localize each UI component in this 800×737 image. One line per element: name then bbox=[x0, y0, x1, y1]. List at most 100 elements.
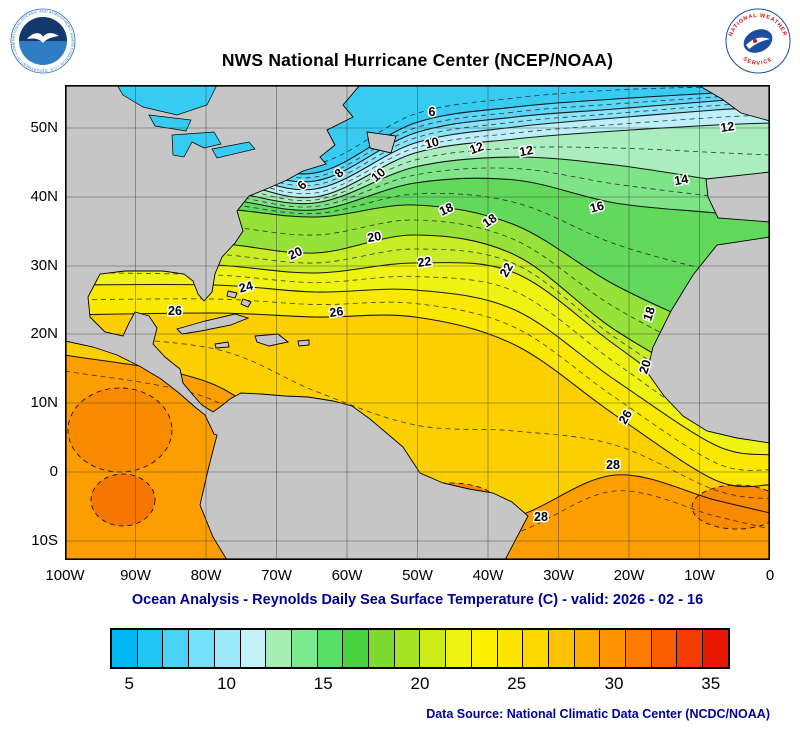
inland-water-layer bbox=[116, 85, 256, 159]
lon-label: 20W bbox=[613, 567, 645, 584]
colorbar-cell bbox=[650, 630, 677, 667]
lat-label: 30N bbox=[30, 257, 58, 274]
lat-label: 10N bbox=[30, 394, 58, 411]
lon-label: 40W bbox=[472, 567, 504, 584]
colorbar-cell bbox=[470, 630, 497, 667]
colorbar-cell bbox=[702, 630, 728, 667]
nws-dot bbox=[753, 39, 757, 43]
land-layer bbox=[65, 85, 770, 560]
puerto-rico-island bbox=[297, 339, 310, 347]
colorbar-labels: 5 10 15 20 25 30 35 bbox=[110, 674, 730, 696]
lon-label: 80W bbox=[190, 567, 222, 584]
colorbar-cell bbox=[112, 630, 137, 667]
colorbar-cell bbox=[239, 630, 266, 667]
colorbar-cell bbox=[316, 630, 343, 667]
colorbar-tick-label: 5 bbox=[124, 674, 134, 693]
noaa-logo: NATIONAL OCEANIC AND ATMOSPHERIC ADMINIS… bbox=[9, 5, 76, 74]
lon-label: 70W bbox=[261, 567, 292, 584]
lat-label: 20N bbox=[30, 325, 58, 342]
hudson-bay bbox=[116, 85, 218, 116]
contour-label: 12 bbox=[518, 143, 534, 159]
lakes-michigan-huron bbox=[171, 131, 222, 158]
colorbar-cell bbox=[342, 630, 369, 667]
colorbar-tick-label: 25 bbox=[507, 674, 527, 693]
cuba-island bbox=[176, 313, 250, 335]
contour-label: 28 bbox=[534, 510, 548, 524]
warm-patch bbox=[67, 387, 173, 473]
latlon-grid bbox=[65, 85, 770, 560]
contour-label: 10 bbox=[423, 135, 440, 152]
contour-label: 26 bbox=[329, 304, 345, 320]
europe-landmass bbox=[697, 85, 770, 122]
noaa-seagull-icon bbox=[27, 33, 59, 43]
bahamas-island bbox=[240, 298, 252, 308]
colorbar-cell bbox=[445, 630, 471, 667]
contour-label: 6 bbox=[429, 105, 436, 119]
colorbar-cell bbox=[368, 630, 394, 667]
colorbar-cell bbox=[599, 630, 626, 667]
lake-superior bbox=[148, 114, 192, 132]
sst-map: 6 12 12 12 6 8 10 10 14 16 18 18 20 20 22 22 24 26 26 18 20 2… bbox=[65, 85, 770, 560]
colorbar-cell bbox=[136, 630, 163, 667]
temperature-colorbar: 5 10 15 20 25 30 35 bbox=[110, 628, 730, 696]
lon-label: 30W bbox=[543, 567, 574, 584]
colorbar-cells bbox=[110, 628, 730, 669]
colorbar-cell bbox=[188, 630, 214, 667]
colorbar-cell bbox=[547, 630, 574, 667]
contour-label: 14 bbox=[673, 172, 689, 188]
contour-label: 12 bbox=[468, 139, 486, 157]
lon-label: 0 bbox=[765, 567, 775, 584]
lat-label: 50N bbox=[30, 119, 58, 136]
colorbar-tick-label: 35 bbox=[701, 674, 721, 693]
colorbar-cell bbox=[419, 630, 446, 667]
nws-swoosh bbox=[746, 37, 770, 49]
colorbar-cell bbox=[162, 630, 189, 667]
nws-logo: NATIONAL WEATHER SERVICE bbox=[725, 8, 791, 74]
map-caption: Ocean Analysis - Reynolds Daily Sea Surf… bbox=[131, 592, 704, 608]
colorbar-tick-label: 20 bbox=[410, 674, 430, 693]
lakes-erie-ontario bbox=[211, 141, 256, 159]
nws-logo-graphic: NATIONAL WEATHER SERVICE bbox=[725, 8, 791, 74]
colorbar-tick-label: 30 bbox=[604, 674, 624, 693]
warm-patch bbox=[691, 484, 770, 530]
contour-label: 24 bbox=[237, 279, 254, 296]
colorbar-cell bbox=[265, 630, 291, 667]
colorbar-cell bbox=[213, 630, 240, 667]
contour-label: 22 bbox=[417, 254, 433, 270]
noaa-logo-graphic: NATIONAL OCEANIC AND ATMOSPHERIC ADMINIS… bbox=[9, 5, 76, 74]
colorbar-cell bbox=[522, 630, 548, 667]
jamaica-island bbox=[214, 341, 230, 349]
nws-ring-text-bottom: SERVICE bbox=[742, 56, 774, 67]
lon-label: 50W bbox=[402, 567, 433, 584]
colorbar-cell bbox=[290, 630, 317, 667]
lat-label: 40N bbox=[30, 188, 58, 205]
bahamas-island bbox=[226, 290, 238, 299]
africa-landmass bbox=[646, 236, 770, 444]
colorbar-cell bbox=[676, 630, 703, 667]
lat-label: 0 bbox=[49, 463, 58, 480]
newfoundland-island bbox=[366, 131, 397, 154]
lon-label: 60W bbox=[331, 567, 363, 584]
contour-label: 20 bbox=[366, 229, 382, 245]
lat-label: 10S bbox=[31, 532, 58, 549]
contour-label: 18 bbox=[640, 305, 658, 323]
contour-label: 26 bbox=[168, 304, 182, 318]
map-border bbox=[65, 85, 770, 560]
contour-label: 20 bbox=[636, 358, 654, 376]
page-title: NWS National Hurricane Center (NCEP/NOAA… bbox=[221, 50, 614, 70]
contour-label: 28 bbox=[606, 458, 620, 472]
lon-label: 100W bbox=[45, 567, 85, 584]
data-source-note: Data Source: National Climatic Data Cent… bbox=[426, 707, 770, 721]
lon-label: 10W bbox=[684, 567, 715, 584]
colorbar-tick-label: 15 bbox=[313, 674, 333, 693]
colorbar-cell bbox=[393, 630, 420, 667]
colorbar-cell bbox=[573, 630, 600, 667]
contour-label: 16 bbox=[588, 199, 605, 216]
lon-label: 90W bbox=[120, 567, 151, 584]
americas-landmass bbox=[65, 85, 529, 560]
colorbar-tick-label: 10 bbox=[217, 674, 237, 693]
contour-label: 12 bbox=[720, 119, 736, 135]
colorbar-cell bbox=[625, 630, 651, 667]
